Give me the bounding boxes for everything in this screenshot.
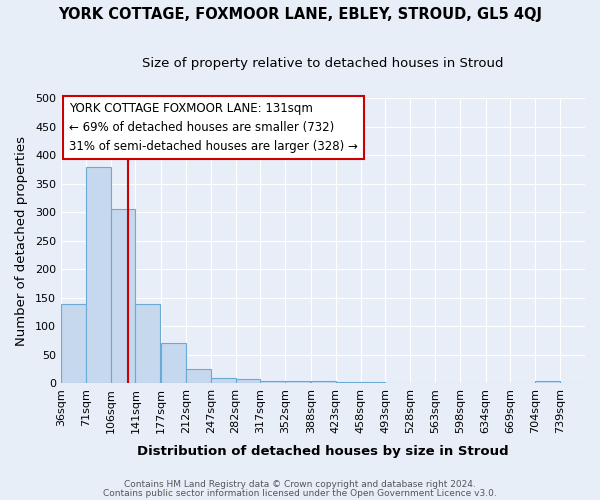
Bar <box>535 381 560 384</box>
Bar <box>86 166 110 384</box>
Title: Size of property relative to detached houses in Stroud: Size of property relative to detached ho… <box>142 58 504 70</box>
Bar <box>260 381 286 384</box>
Bar <box>136 304 160 384</box>
Bar <box>236 379 260 384</box>
Bar <box>336 382 361 384</box>
Bar <box>361 382 385 384</box>
Bar <box>161 344 186 384</box>
Text: Contains public sector information licensed under the Open Government Licence v3: Contains public sector information licen… <box>103 488 497 498</box>
Bar <box>61 304 86 384</box>
Bar <box>286 381 310 384</box>
Bar <box>311 381 336 384</box>
Text: YORK COTTAGE, FOXMOOR LANE, EBLEY, STROUD, GL5 4QJ: YORK COTTAGE, FOXMOOR LANE, EBLEY, STROU… <box>58 8 542 22</box>
Bar <box>211 378 236 384</box>
Text: Contains HM Land Registry data © Crown copyright and database right 2024.: Contains HM Land Registry data © Crown c… <box>124 480 476 489</box>
Text: YORK COTTAGE FOXMOOR LANE: 131sqm
← 69% of detached houses are smaller (732)
31%: YORK COTTAGE FOXMOOR LANE: 131sqm ← 69% … <box>69 102 358 154</box>
Bar <box>110 210 136 384</box>
X-axis label: Distribution of detached houses by size in Stroud: Distribution of detached houses by size … <box>137 444 509 458</box>
Bar <box>186 369 211 384</box>
Y-axis label: Number of detached properties: Number of detached properties <box>15 136 28 346</box>
